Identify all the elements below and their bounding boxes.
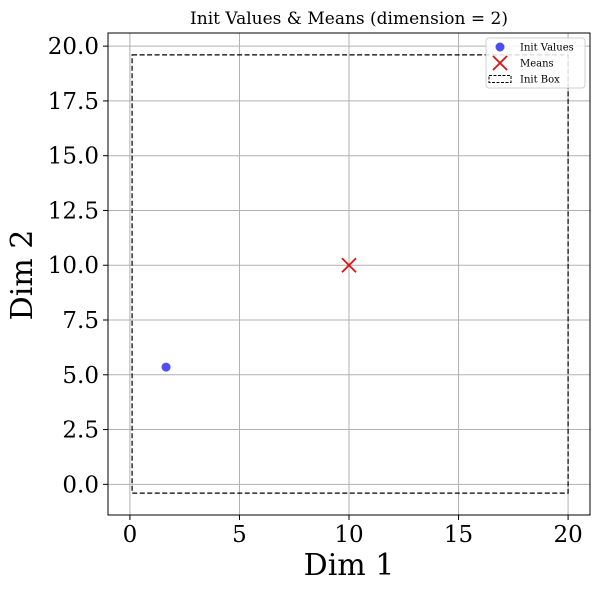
y-tick-label: 2.5 <box>62 418 99 444</box>
init-value-point <box>161 362 171 372</box>
legend-box-swatch <box>488 75 512 83</box>
legend-frame <box>485 37 586 89</box>
legend-x-stroke <box>492 55 508 71</box>
y-tick-label: 12.5 <box>48 198 99 224</box>
mean-marker <box>341 257 357 273</box>
y-tick-label: 17.5 <box>48 89 99 115</box>
x-tick-label: 10 <box>334 522 363 548</box>
legend-label: Means <box>520 59 554 70</box>
y-axis-label: Dim 2 <box>5 230 40 321</box>
y-tick-label: 7.5 <box>62 308 99 334</box>
x-axis-label: Dim 1 <box>304 548 395 583</box>
legend-point-swatch <box>495 42 505 52</box>
y-tick-label: 20.0 <box>48 34 99 60</box>
y-tick-label: 0.0 <box>62 472 99 498</box>
x-tick-label: 15 <box>444 522 473 548</box>
y-tick-label: 5.0 <box>62 363 99 389</box>
legend-label: Init Box <box>520 75 560 86</box>
init-box <box>131 54 569 494</box>
data-layer <box>131 54 569 494</box>
chart-title: Init Values & Means (dimension = 2) <box>190 9 508 29</box>
grid-layer <box>108 33 590 515</box>
x-tick-label: 5 <box>232 522 247 548</box>
y-tick-label: 10.0 <box>48 253 99 279</box>
x-tick-label: 0 <box>123 522 138 548</box>
x-tick-label: 20 <box>553 522 582 548</box>
legend-label: Init Values <box>520 43 574 54</box>
tick-layer: 0 5 10 15 20 0.0 2.5 5.0 7.5 10.0 12.5 15.0 17.5 20.0 <box>48 34 583 548</box>
y-tick-label: 15.0 <box>48 144 99 170</box>
mean-marker-stroke <box>341 257 357 273</box>
legend: Init Values Means Init Box <box>485 37 586 89</box>
legend-x-swatch <box>492 55 508 71</box>
